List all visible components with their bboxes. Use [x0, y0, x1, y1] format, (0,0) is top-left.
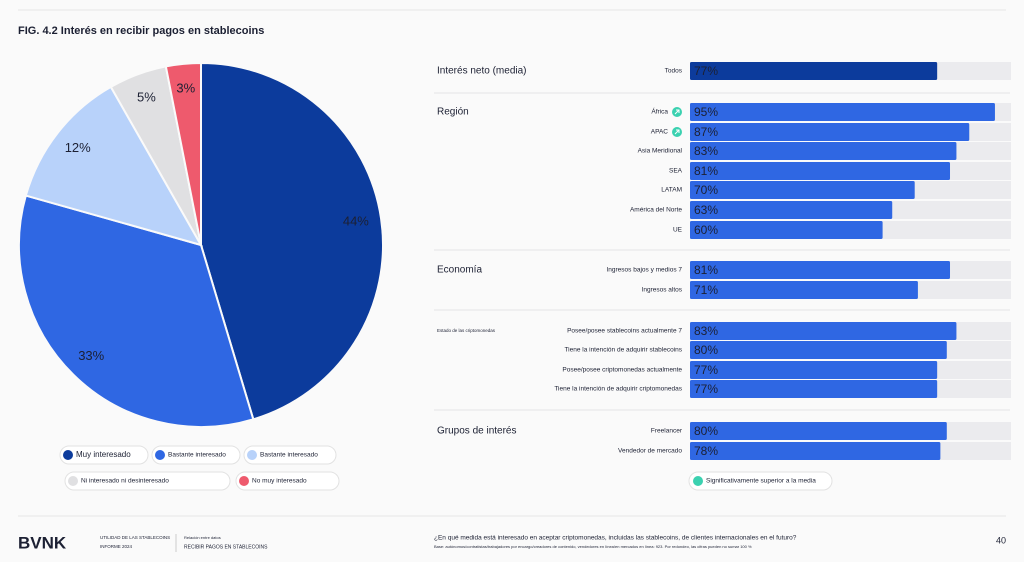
bar-category-label: Todos [665, 68, 683, 75]
bar-value-label: 80% [694, 424, 718, 438]
group-title: Región [437, 107, 469, 118]
bar-value-label: 81% [694, 263, 718, 277]
slice-label: 12% [65, 140, 91, 155]
bar-category-label: LATAM [661, 187, 682, 194]
bar [690, 103, 995, 121]
bar [690, 281, 918, 299]
legend-pill [235, 471, 340, 491]
legend-pill [151, 445, 241, 465]
section-note: Relación entre datos [184, 535, 221, 540]
slice-label: 44% [343, 214, 369, 229]
bar-category-label: Ingresos bajos y medios 7 [606, 267, 682, 274]
bar-value-label: 77% [694, 382, 718, 396]
group-title: Economía [437, 265, 482, 276]
bar-value-label: 83% [694, 144, 718, 158]
bar-value-label: 70% [694, 183, 718, 197]
report-name: UTILIDAD DE LAS STABLECOINS [100, 535, 170, 540]
group-title: Grupos de interés [437, 426, 517, 437]
bar-category-label: Freelancer [651, 428, 683, 435]
legend-pill [64, 471, 231, 491]
bar [690, 442, 941, 460]
bar-category-label: Posee/posee stablecoins actualmente 7 [567, 328, 682, 335]
bar-value-label: 95% [694, 105, 718, 119]
legend-label: No muy interesado [252, 478, 307, 485]
bar-value-label: 81% [694, 164, 718, 178]
bar [690, 261, 951, 279]
bar-value-label: 83% [694, 324, 718, 338]
significance-arrow [674, 129, 680, 135]
bar-category-label: APAC [651, 129, 669, 136]
question: ¿En qué medida está interesado en acepta… [434, 535, 797, 542]
legend-pill [59, 445, 149, 465]
bar-category-label: Vendedor de mercado [618, 448, 682, 455]
bar [690, 322, 957, 340]
bar-value-label: 71% [694, 283, 718, 297]
legend-label: Bastante interesado [168, 452, 226, 459]
pie-slice [18, 194, 255, 428]
bar-category-label: Asia Meridional [638, 148, 683, 155]
bar-category-label: Posee/posee criptomonedas actualmente [562, 367, 682, 374]
bar-category-label: Ingresos altos [642, 287, 683, 294]
bar-value-label: 60% [694, 223, 718, 237]
bar [690, 181, 915, 199]
legend-pill [688, 471, 833, 491]
edition: INFORME 2024 [100, 544, 133, 549]
bar [690, 201, 893, 219]
legend-swatch [247, 450, 257, 460]
group-title: Estado de las criptomonedas [437, 328, 496, 333]
significance-arrow [674, 109, 680, 115]
bar [690, 341, 947, 359]
bar-category-label: SEA [669, 168, 683, 175]
bar-category-label: África [651, 107, 668, 116]
legend-swatch [155, 450, 165, 460]
bar [690, 361, 938, 379]
group-title: Interés neto (media) [437, 66, 527, 77]
base-note: Base: autónomos/contratistas/trabajadore… [434, 544, 752, 549]
legend-label: Significativamente superior a la media [706, 478, 816, 485]
section-name: RECIBIR PAGOS EN STABLECOINS [184, 544, 268, 550]
bar [690, 162, 951, 180]
legend-label: Bastante interesado [260, 452, 318, 459]
pie-slice [200, 61, 384, 421]
legend-swatch [68, 476, 78, 486]
bar [690, 380, 938, 398]
slice-label: 33% [78, 348, 104, 363]
bar [690, 123, 970, 141]
bar-value-label: 80% [694, 343, 718, 357]
bar-category-label: América del Norte [630, 207, 682, 214]
brand: BVNK [18, 533, 67, 552]
bar-category-label: Tiene la intención de adquirir stablecoi… [564, 347, 682, 354]
legend-label: Muy interesado [76, 450, 131, 459]
slice-label: 5% [137, 90, 156, 105]
bar-value-label: 78% [694, 444, 718, 458]
bar-value-label: 77% [694, 64, 718, 78]
pie-slice [164, 61, 202, 246]
figure-title: FIG. 4.2 Interés en recibir pagos en sta… [18, 25, 264, 37]
bar-value-label: 63% [694, 203, 718, 217]
bar-category-label: UE [673, 227, 683, 234]
legend-pill [243, 445, 337, 465]
slice-label: 3% [176, 81, 195, 96]
legend-label: Ni interesado ni desinteresado [81, 478, 169, 485]
legend-swatch [239, 476, 249, 486]
bar-value-label: 77% [694, 363, 718, 377]
page-number: 40 [996, 535, 1006, 545]
bar-category-label: Tiene la intención de adquirir criptomon… [554, 386, 682, 393]
pie-slice [24, 85, 204, 247]
legend-swatch [63, 450, 73, 460]
bar-value-label: 87% [694, 125, 718, 139]
bar [690, 221, 883, 239]
bar [690, 142, 957, 160]
bar [690, 62, 938, 80]
bar [690, 422, 947, 440]
significance-icon [693, 476, 703, 486]
